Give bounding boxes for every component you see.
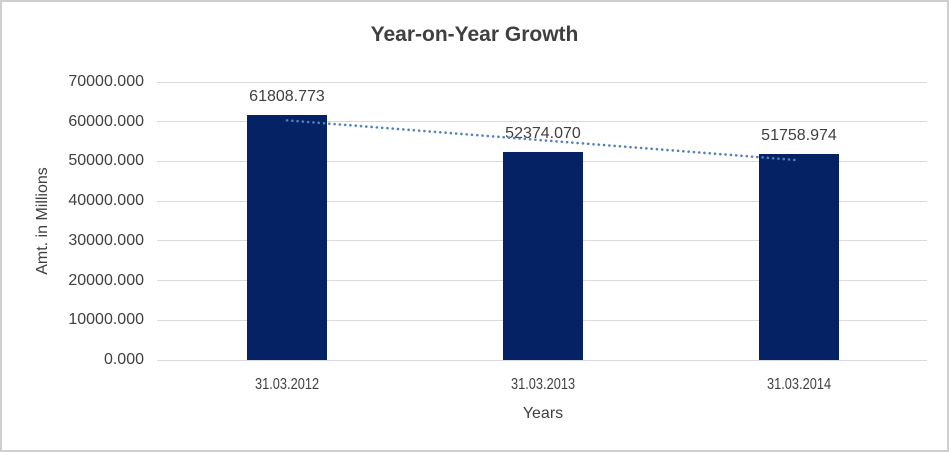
y-axis-title: Amt. in Millions (34, 167, 51, 275)
y-tick-label: 60000.000 (68, 112, 144, 130)
x-tick-label: 31.03.2013 (443, 375, 643, 395)
gridline (157, 121, 927, 123)
data-label: 51758.974 (761, 127, 837, 145)
x-axis-title: Years (522, 405, 564, 422)
y-tick-label: 30000.000 (68, 231, 144, 249)
y-tick-label: 70000.000 (68, 73, 144, 90)
gridline (157, 81, 927, 83)
y-tick-label: 40000.000 (68, 192, 144, 210)
y-tick-label: 10000.000 (68, 311, 144, 329)
x-tick-label-text: 31.03.2012 (254, 376, 320, 393)
y-tick-label: 20000.000 (68, 271, 144, 289)
data-label: 52374.070 (505, 125, 581, 142)
trendline[interactable] (159, 82, 927, 360)
bar-31.03.2012[interactable] (247, 114, 327, 360)
x-tick-label: 31.03.2012 (187, 375, 387, 395)
y-tick-label: 50000.000 (68, 152, 144, 170)
x-tick-label: 31.03.2014 (699, 375, 899, 395)
chart-title: Year-on-Year Growth (370, 23, 579, 46)
x-tick-label-text: 31.03.2013 (510, 376, 576, 393)
y-tick-label: 0.000 (103, 351, 144, 368)
trendline-path (285, 119, 801, 162)
x-tick-label-text: 31.03.2014 (766, 376, 832, 393)
bar-31.03.2013[interactable] (503, 152, 583, 360)
bar-31.03.2014[interactable] (759, 154, 839, 360)
data-label: 61808.773 (249, 87, 325, 105)
x-axis-line (157, 359, 927, 361)
